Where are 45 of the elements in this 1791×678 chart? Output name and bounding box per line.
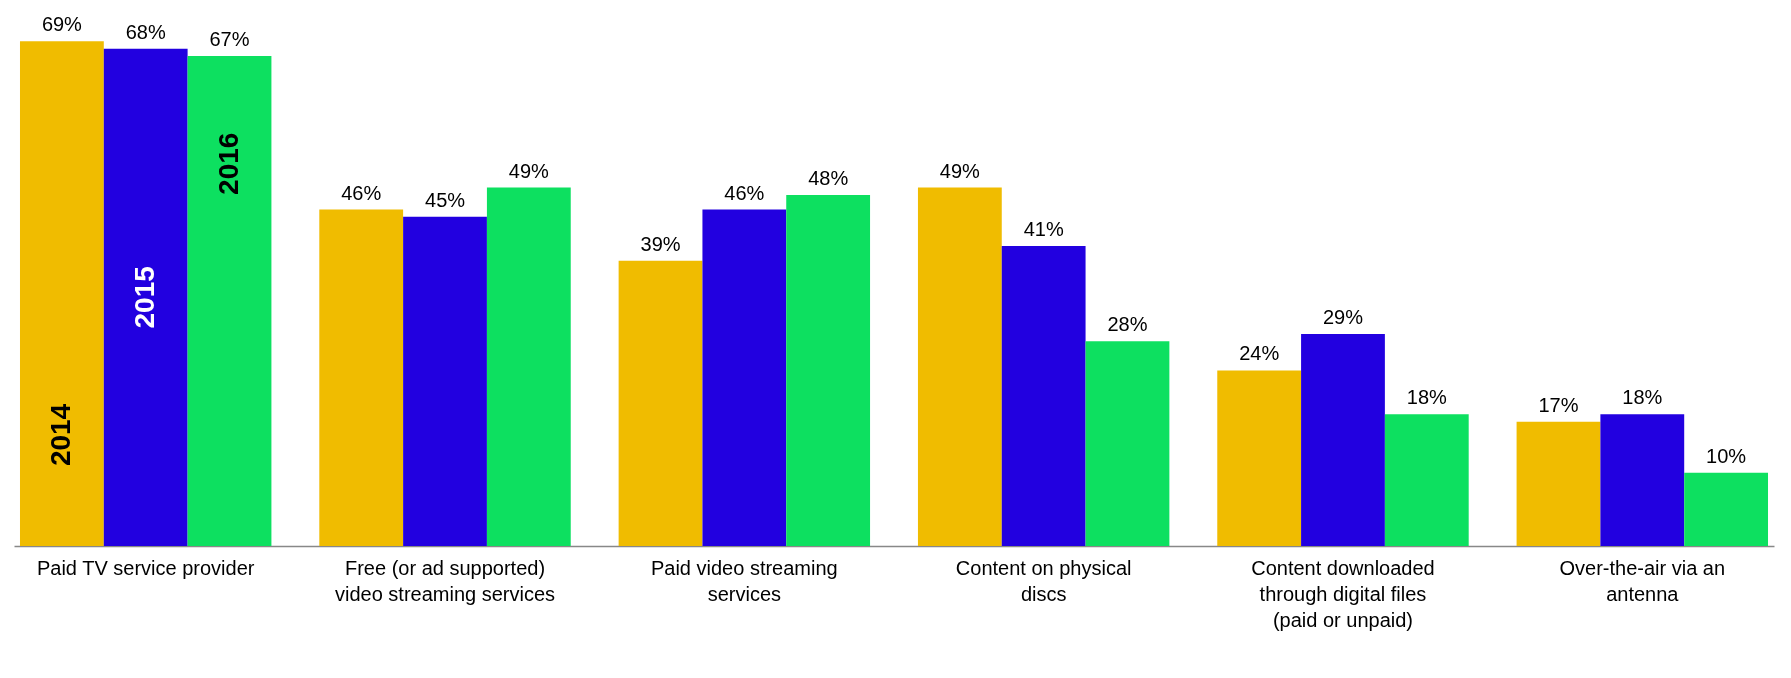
data-label: 39% [640,232,681,255]
data-label: 24% [1239,342,1280,365]
series-label: 2016 [212,132,244,195]
bar [103,48,188,546]
data-label: 46% [341,181,382,204]
bar [702,209,787,546]
data-label: 48% [808,166,849,189]
x-tick-label: Content on physical discs [955,556,1132,605]
x-tick-label: Free (or ad supported) video streaming services [334,556,556,605]
bar [1085,341,1170,546]
x-tick-label: Over-the-air via an antenna [1559,556,1726,605]
data-label: 17% [1538,393,1579,416]
bar [403,216,487,546]
bar [1600,414,1685,546]
data-label: 41% [1023,218,1064,241]
data-label: 18% [1406,386,1448,409]
data-label: 67% [209,27,250,50]
bar [1217,370,1302,546]
bar [187,55,272,546]
series-label: 2014 [44,403,76,467]
bar [319,209,404,546]
data-label: 45% [425,188,466,211]
bar [486,187,571,546]
bar [1301,333,1385,546]
data-label: 10% [1706,444,1747,467]
bar [1001,246,1086,546]
bar [1516,421,1601,546]
bar [1384,414,1469,546]
x-tick-label: Content downloaded through digital files (paid or unpaid) [1251,556,1435,631]
data-label: 49% [508,159,550,182]
data-label: 68% [125,20,166,43]
data-label: 49% [939,159,981,182]
data-label: 69% [41,13,83,36]
data-label: 18% [1622,386,1663,409]
series-label: 2015 [128,266,160,329]
data-label: 28% [1107,313,1148,336]
bar [618,260,703,546]
bar [1684,472,1769,546]
x-tick-label: Paid video streaming services [650,556,838,605]
x-tick-label: Paid TV service provider [36,556,255,579]
data-label: 29% [1322,305,1364,328]
data-label: 46% [724,181,765,204]
bar [19,41,104,546]
bar [917,187,1002,546]
bar [786,194,871,546]
